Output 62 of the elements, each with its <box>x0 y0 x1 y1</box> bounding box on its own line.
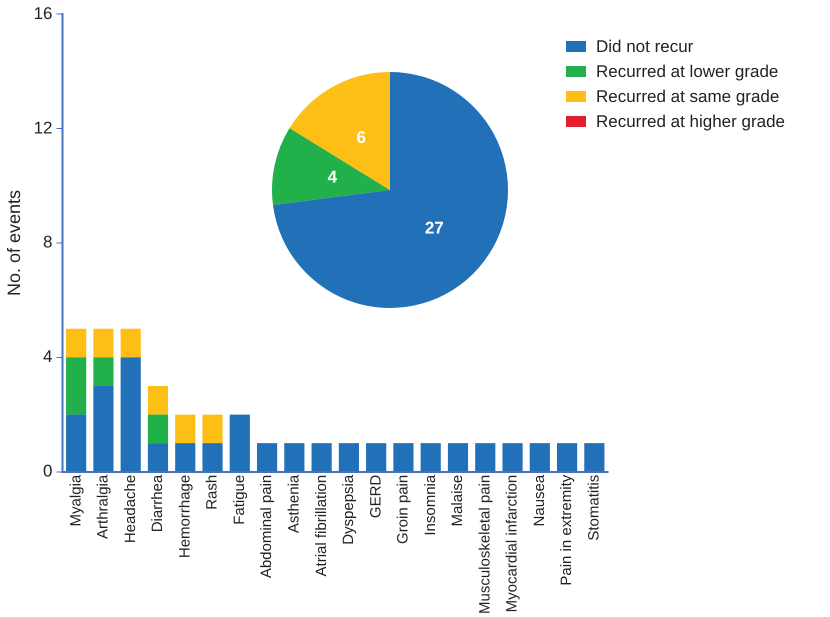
bar <box>420 443 441 472</box>
x-tick-label: Abdominal pain <box>258 474 276 578</box>
x-tick-label: Atrial fibrillation <box>312 474 330 576</box>
legend-label: Recurred at lower grade <box>596 62 778 82</box>
y-tick-label: 12 <box>34 118 53 138</box>
x-tick-label: Nausea <box>530 474 548 526</box>
bar <box>312 443 332 472</box>
data-label: 6 <box>356 128 366 148</box>
bar <box>175 414 196 444</box>
x-tick-label: Insomnia <box>422 474 439 536</box>
legend-label: Recurred at same grade <box>596 86 780 106</box>
x-tick-label: Stomatitis <box>586 474 603 541</box>
x-tick-label: Fatigue <box>230 474 248 525</box>
legend-label: Recurred at higher grade <box>596 112 786 132</box>
bar <box>66 414 86 472</box>
x-tick-label: Myalgia <box>67 474 84 526</box>
bar <box>530 443 550 472</box>
bar <box>393 443 414 472</box>
bar <box>93 328 114 358</box>
bar <box>338 443 359 472</box>
x-tick-label: Myocardial infarction <box>504 474 521 612</box>
bar <box>230 414 250 472</box>
x-tick-label: Arthralgia <box>94 474 112 539</box>
y-axis-title: No. of events <box>4 190 24 296</box>
bar <box>475 443 496 472</box>
bar <box>175 443 196 472</box>
bar <box>93 386 114 472</box>
x-tick-label: GERD <box>367 474 384 518</box>
x-tick-label: Musculoskeletal pain <box>476 474 494 614</box>
bar <box>120 357 141 472</box>
bar <box>448 443 468 472</box>
bar <box>93 357 114 386</box>
bar <box>202 443 223 472</box>
x-tick-label: Pain in extremity <box>558 474 576 586</box>
bar <box>556 443 578 472</box>
x-tick-label: Diarrhea <box>149 474 166 532</box>
data-label: 4 <box>328 167 338 186</box>
bar <box>148 386 168 415</box>
bar <box>202 414 223 444</box>
y-tick-label: 0 <box>43 461 53 480</box>
y-tick-label: 16 <box>34 4 53 23</box>
data-label: 27 <box>424 218 444 238</box>
x-tick-label: Headache <box>122 474 139 544</box>
y-tick-label: 4 <box>43 347 53 366</box>
legend-label: Did not recur <box>596 36 694 56</box>
y-tick-label: 8 <box>43 232 53 252</box>
x-tick-label: Hemorrhage <box>176 474 194 558</box>
x-tick-label: Malaise <box>449 474 466 526</box>
bar <box>502 443 523 472</box>
bar <box>66 357 86 415</box>
bar <box>120 328 141 358</box>
bar <box>66 328 86 358</box>
x-tick-label: Groin pain <box>394 474 412 544</box>
x-tick-label: Asthenia <box>285 474 302 534</box>
x-tick-label: Rash <box>204 474 221 510</box>
bar <box>284 443 304 472</box>
bar <box>584 443 604 472</box>
bar <box>256 443 278 472</box>
bar <box>366 443 386 472</box>
x-tick-label: Dyspepsia <box>340 474 358 545</box>
bar <box>148 443 168 472</box>
bar <box>148 414 168 444</box>
